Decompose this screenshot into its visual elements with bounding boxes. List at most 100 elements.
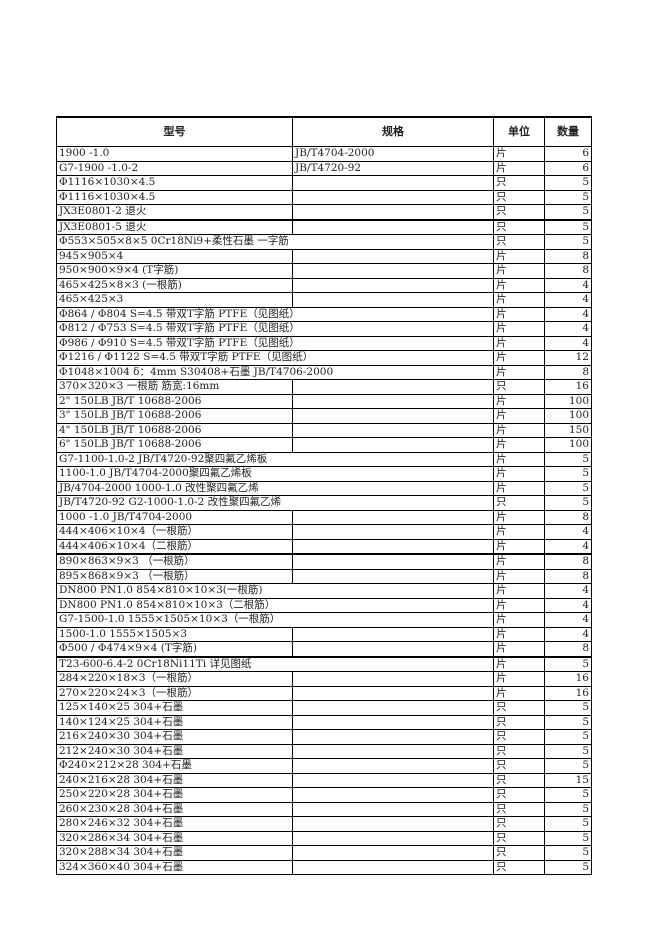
cell-spec[interactable]: JB/T4704-2000 bbox=[292, 146, 494, 162]
cell-qty[interactable]: 5 bbox=[544, 859, 592, 875]
cell-model[interactable]: 2" 150LB JB/T 10688-2006 bbox=[56, 393, 293, 409]
cell-spec[interactable] bbox=[292, 219, 494, 235]
cell-spec[interactable] bbox=[292, 292, 494, 308]
cell-qty[interactable]: 4 bbox=[544, 277, 592, 293]
cell-model[interactable]: 444×406×10×4（一根筋） bbox=[56, 524, 293, 540]
cell-unit[interactable]: 片 bbox=[493, 612, 545, 628]
cell-qty[interactable]: 4 bbox=[544, 626, 592, 642]
cell-spec[interactable] bbox=[292, 801, 494, 817]
cell-qty[interactable]: 5 bbox=[544, 714, 592, 730]
cell-unit[interactable]: 片 bbox=[493, 263, 545, 279]
cell-spec[interactable] bbox=[292, 729, 494, 745]
cell-model[interactable]: 320×286×34 304+石墨 bbox=[56, 830, 293, 846]
cell-spec[interactable] bbox=[292, 714, 494, 730]
cell-model[interactable]: 950×900×9×4 (T字筋) bbox=[56, 263, 293, 279]
cell-unit[interactable]: 片 bbox=[493, 306, 545, 322]
cell-unit[interactable]: 片 bbox=[493, 350, 545, 366]
cell-model[interactable]: 6" 150LB JB/T 10688-2006 bbox=[56, 437, 293, 453]
cell-unit[interactable]: 片 bbox=[493, 437, 545, 453]
cell-qty[interactable]: 16 bbox=[544, 379, 592, 395]
cell-model[interactable]: JB/4704-2000 1000-1.0 改性聚四氟乙烯 bbox=[56, 480, 494, 496]
cell-qty[interactable]: 8 bbox=[544, 568, 592, 584]
cell-unit[interactable]: 只 bbox=[493, 787, 545, 803]
cell-model[interactable]: G7-1100-1.0-2 JB/T4720-92聚四氟乙烯板 bbox=[56, 451, 494, 467]
cell-spec[interactable] bbox=[292, 553, 494, 570]
cell-model[interactable]: Φ986 / Φ910 S=4.5 带双T字筋 PTFE（见图纸） bbox=[56, 335, 494, 351]
cell-qty[interactable]: 15 bbox=[544, 772, 592, 788]
cell-unit[interactable]: 片 bbox=[493, 538, 545, 555]
cell-spec[interactable] bbox=[292, 204, 494, 221]
cell-qty[interactable]: 5 bbox=[544, 830, 592, 846]
cell-unit[interactable]: 只 bbox=[493, 714, 545, 730]
cell-qty[interactable]: 5 bbox=[544, 758, 592, 774]
cell-unit[interactable]: 片 bbox=[493, 656, 545, 672]
cell-spec[interactable] bbox=[292, 671, 494, 687]
cell-qty[interactable]: 5 bbox=[544, 816, 592, 832]
cell-model[interactable]: 125×140×25 304+石墨 bbox=[56, 700, 293, 716]
cell-unit[interactable]: 只 bbox=[493, 495, 545, 511]
cell-model[interactable]: 370×320×3 一根筋 筋宽:16mm bbox=[56, 379, 293, 395]
cell-model[interactable]: 945×905×4 bbox=[56, 248, 293, 264]
cell-model[interactable]: Φ812 / Φ753 S=4.5 带双T字筋 PTFE（见图纸） bbox=[56, 321, 494, 337]
cell-model[interactable]: Φ1216 / Φ1122 S=4.5 带双T字筋 PTFE（见图纸） bbox=[56, 350, 494, 366]
cell-unit[interactable]: 只 bbox=[493, 801, 545, 817]
cell-qty[interactable]: 5 bbox=[544, 801, 592, 817]
cell-spec[interactable] bbox=[292, 538, 494, 555]
cell-model[interactable]: Φ864 / Φ804 S=4.5 带双T字筋 PTFE（见图纸） bbox=[56, 306, 494, 322]
cell-qty[interactable]: 5 bbox=[544, 495, 592, 511]
cell-qty[interactable]: 5 bbox=[544, 845, 592, 861]
cell-qty[interactable]: 100 bbox=[544, 408, 592, 424]
cell-unit[interactable]: 片 bbox=[493, 422, 545, 438]
cell-spec[interactable] bbox=[292, 379, 494, 395]
cell-model[interactable]: 1500-1.0 1555×1505×3 bbox=[56, 626, 293, 642]
cell-unit[interactable]: 片 bbox=[493, 160, 545, 176]
cell-model[interactable]: DN800 PN1.0 854×810×10×3（二根筋） bbox=[56, 597, 494, 613]
cell-spec[interactable] bbox=[292, 859, 494, 875]
cell-model[interactable]: T23-600-6.4-2 0Cr18Ni11Ti 详见图纸 bbox=[56, 656, 494, 672]
cell-qty[interactable]: 4 bbox=[544, 538, 592, 555]
cell-unit[interactable]: 片 bbox=[493, 248, 545, 264]
cell-model[interactable]: 4" 150LB JB/T 10688-2006 bbox=[56, 422, 293, 438]
cell-qty[interactable]: 5 bbox=[544, 466, 592, 482]
cell-qty[interactable]: 5 bbox=[544, 234, 592, 250]
cell-model[interactable]: 270×220×24×3（一根筋） bbox=[56, 685, 293, 701]
cell-model[interactable]: 444×406×10×4（二根筋） bbox=[56, 538, 293, 555]
cell-qty[interactable]: 5 bbox=[544, 175, 592, 191]
cell-unit[interactable]: 只 bbox=[493, 830, 545, 846]
cell-unit[interactable]: 只 bbox=[493, 189, 545, 205]
cell-spec[interactable] bbox=[292, 787, 494, 803]
cell-unit[interactable]: 片 bbox=[493, 685, 545, 701]
cell-qty[interactable]: 8 bbox=[544, 364, 592, 380]
cell-unit[interactable]: 只 bbox=[493, 729, 545, 745]
cell-model[interactable]: 465×425×8×3 (一根筋) bbox=[56, 277, 293, 293]
cell-unit[interactable]: 片 bbox=[493, 146, 545, 162]
cell-qty[interactable]: 100 bbox=[544, 393, 592, 409]
cell-qty[interactable]: 100 bbox=[544, 437, 592, 453]
cell-spec[interactable] bbox=[292, 830, 494, 846]
cell-unit[interactable]: 只 bbox=[493, 175, 545, 191]
cell-spec[interactable] bbox=[292, 626, 494, 642]
cell-unit[interactable]: 片 bbox=[493, 277, 545, 293]
cell-model[interactable]: DN800 PN1.0 854×810×10×3(一根筋) bbox=[56, 583, 494, 599]
cell-unit[interactable]: 只 bbox=[493, 700, 545, 716]
cell-model[interactable]: 284×220×18×3（一根筋） bbox=[56, 671, 293, 687]
cell-model[interactable]: Φ240×212×28 304+石墨 bbox=[56, 758, 293, 774]
cell-model[interactable]: 260×230×28 304+石墨 bbox=[56, 801, 293, 817]
cell-unit[interactable]: 片 bbox=[493, 466, 545, 482]
cell-qty[interactable]: 5 bbox=[544, 189, 592, 205]
cell-model[interactable]: 212×240×30 304+石墨 bbox=[56, 743, 293, 759]
cell-unit[interactable]: 片 bbox=[493, 321, 545, 337]
cell-qty[interactable]: 5 bbox=[544, 204, 592, 221]
cell-unit[interactable]: 只 bbox=[493, 859, 545, 875]
cell-qty[interactable]: 4 bbox=[544, 597, 592, 613]
cell-model[interactable]: 895×868×9×3 （一根筋） bbox=[56, 568, 293, 584]
cell-model[interactable]: G7-1900 -1.0-2 bbox=[56, 160, 293, 176]
cell-unit[interactable]: 只 bbox=[493, 379, 545, 395]
cell-unit[interactable]: 片 bbox=[493, 524, 545, 540]
cell-unit[interactable]: 只 bbox=[493, 743, 545, 759]
cell-unit[interactable]: 只 bbox=[493, 845, 545, 861]
cell-unit[interactable]: 片 bbox=[493, 480, 545, 496]
cell-unit[interactable]: 只 bbox=[493, 234, 545, 250]
cell-spec[interactable] bbox=[292, 437, 494, 453]
cell-qty[interactable]: 8 bbox=[544, 263, 592, 279]
